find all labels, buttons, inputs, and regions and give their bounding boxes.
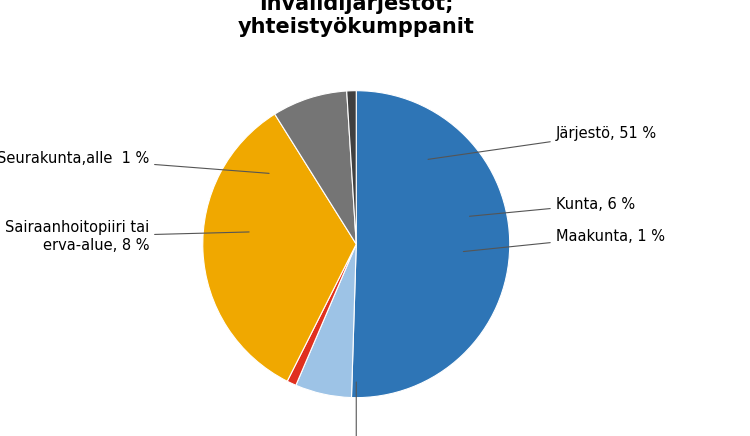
Wedge shape: [287, 244, 356, 385]
Title: Invalidijärjestöt;
yhteistyökumppanit: Invalidijärjestöt; yhteistyökumppanit: [238, 0, 475, 37]
Text: Kunta, 6 %: Kunta, 6 %: [470, 197, 635, 216]
Wedge shape: [346, 91, 356, 244]
Wedge shape: [352, 91, 510, 398]
Wedge shape: [296, 244, 356, 398]
Text: Seurakunta,alle  1 %: Seurakunta,alle 1 %: [0, 151, 269, 174]
Text: Sairaanhoitopiiri tai
erva-alue, 8 %: Sairaanhoitopiiri tai erva-alue, 8 %: [4, 220, 249, 253]
Text: Muu, 34 %: Muu, 34 %: [318, 382, 394, 436]
Text: Maakunta, 1 %: Maakunta, 1 %: [464, 229, 664, 252]
Text: Järjestö, 51 %: Järjestö, 51 %: [428, 126, 657, 159]
Wedge shape: [202, 114, 356, 381]
Wedge shape: [274, 91, 356, 244]
